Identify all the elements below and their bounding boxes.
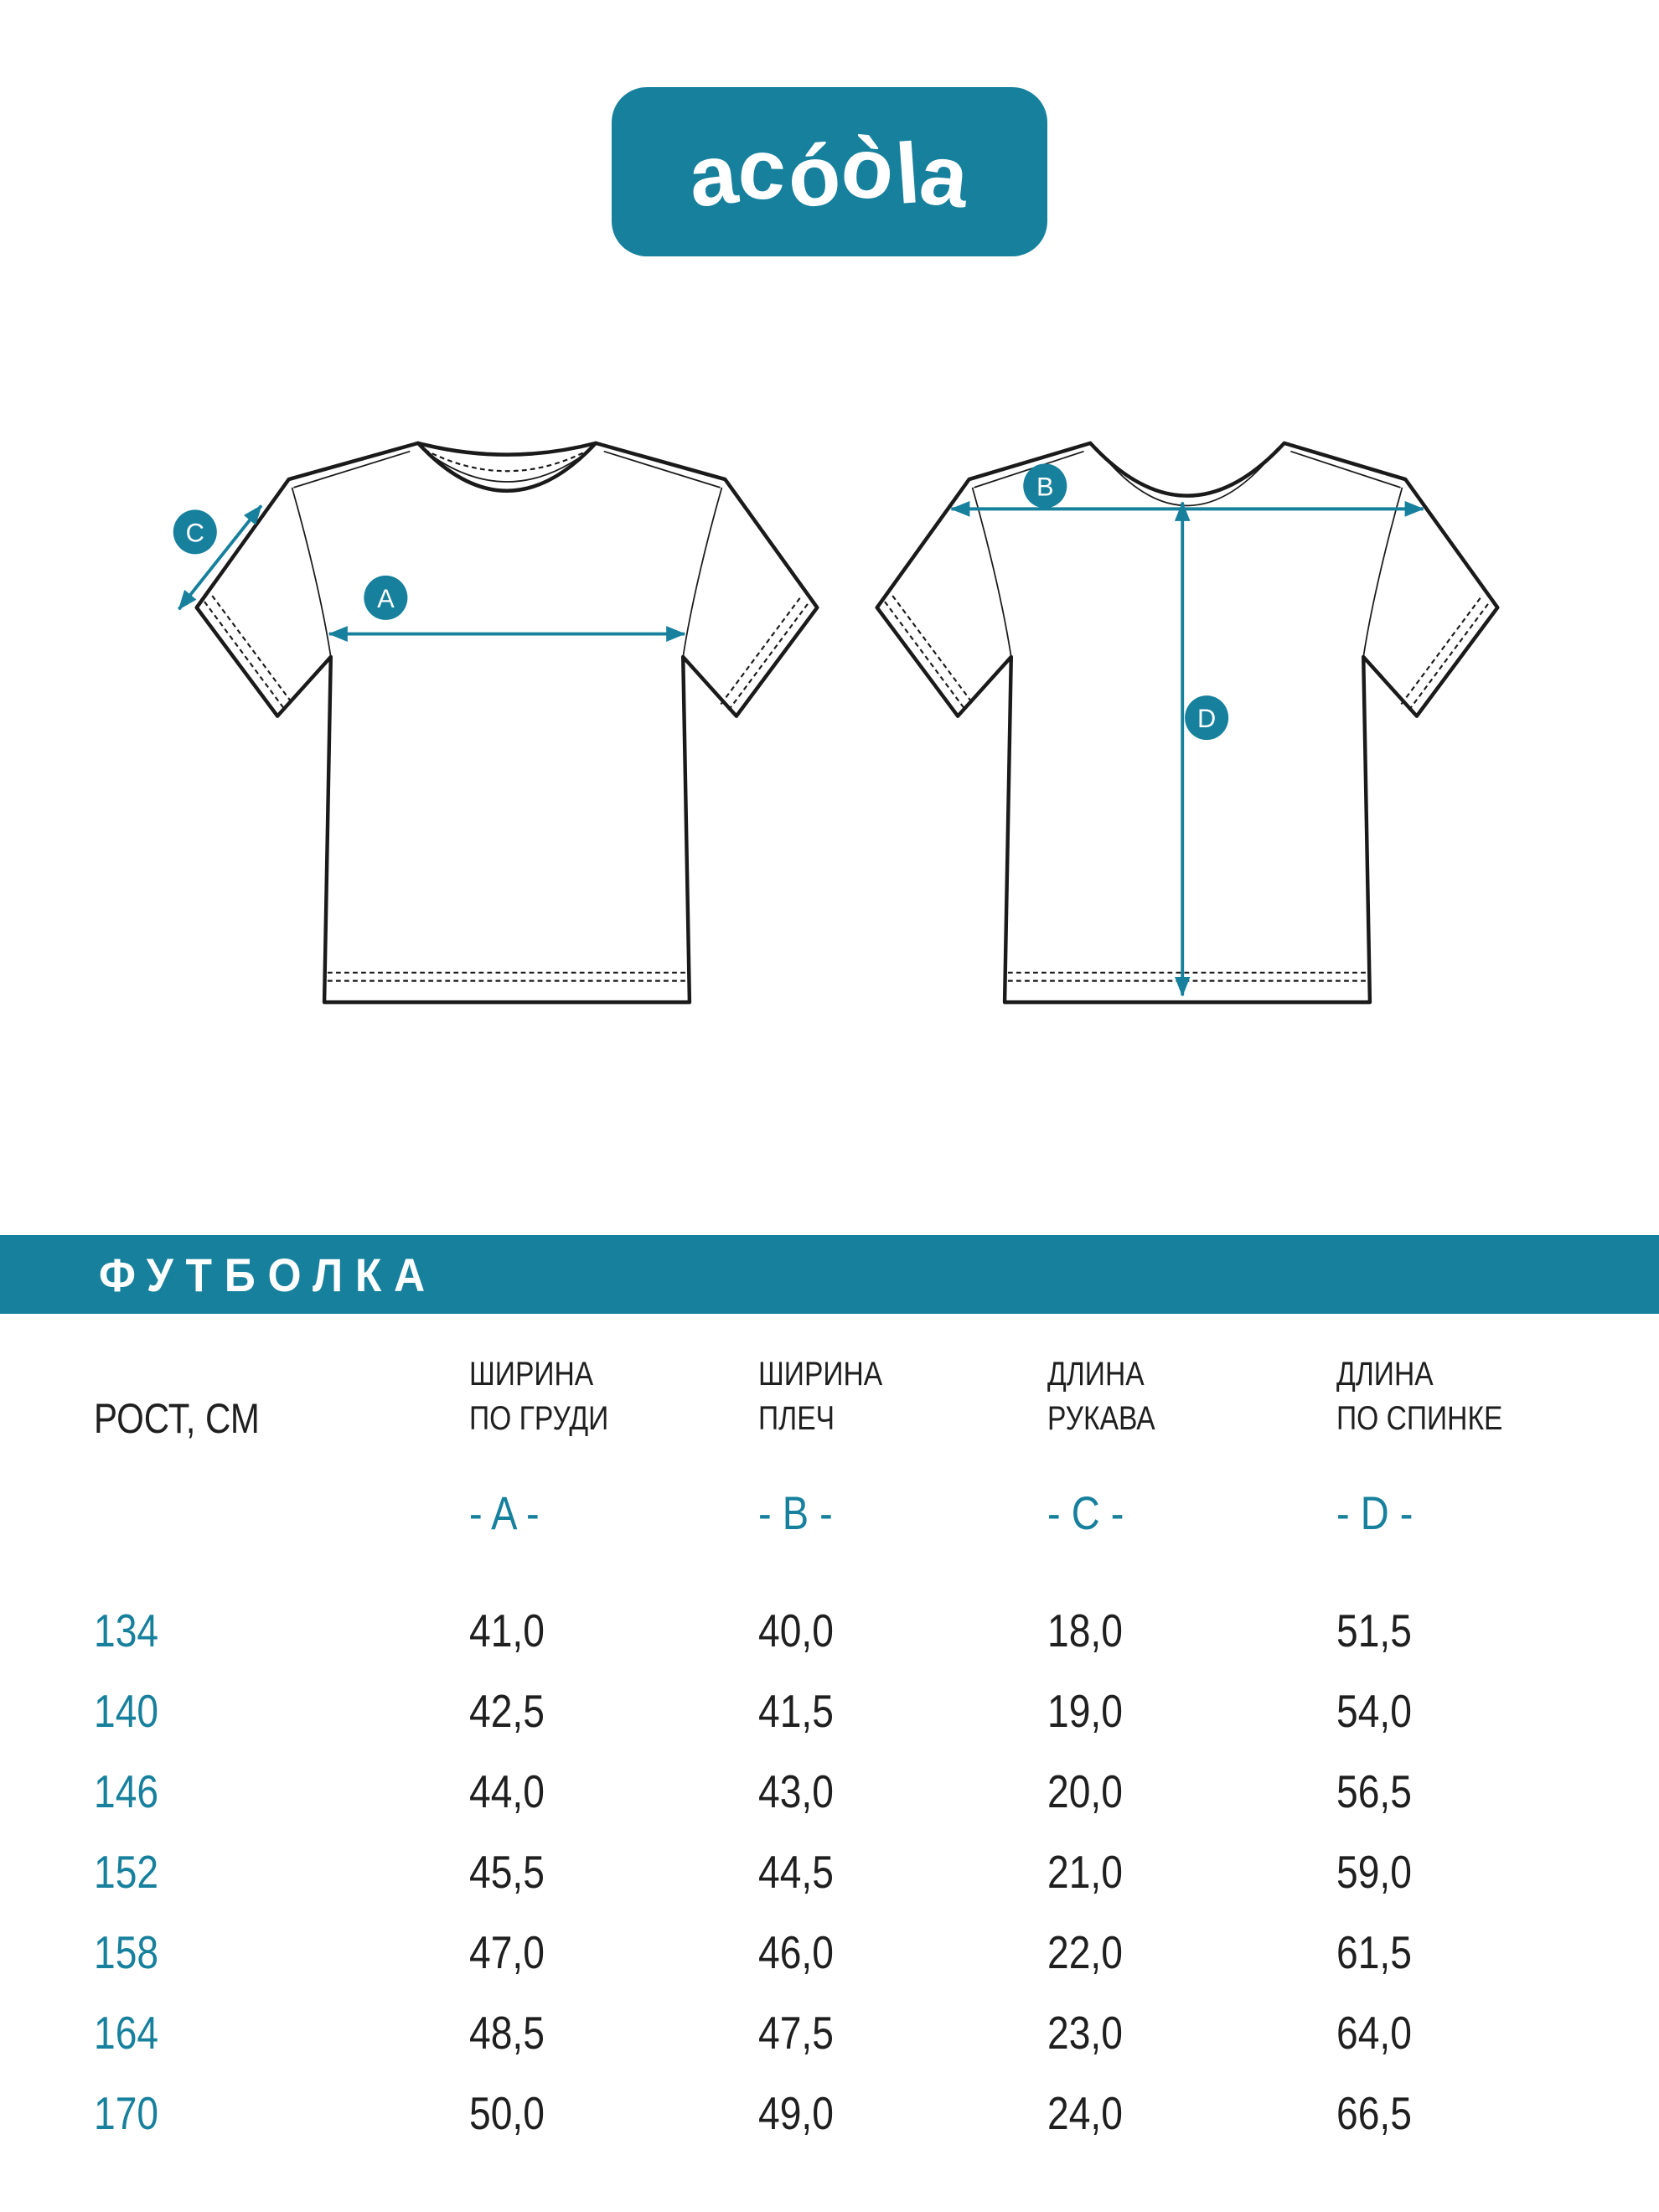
left-sleeve-hem-stitch bbox=[884, 601, 967, 711]
table-row: 140 42,5 41,5 19,0 54,0 bbox=[94, 1671, 1627, 1751]
height-value: 146 bbox=[94, 1765, 159, 1817]
tshirt-front-diagram: A C bbox=[173, 441, 819, 1005]
column-header-sleeve-length: ДЛИНА РУКАВА bbox=[1047, 1356, 1155, 1437]
table-row: 134 41,0 40,0 18,0 51,5 bbox=[94, 1590, 1627, 1671]
left-sleeve-hem-stitch bbox=[211, 595, 294, 705]
sleeve-length-value: 22,0 bbox=[1047, 1926, 1123, 1978]
front-neckline bbox=[416, 441, 598, 493]
sleeve-length-value: 21,0 bbox=[1047, 1846, 1123, 1898]
back-length-value: 51,5 bbox=[1336, 1605, 1412, 1656]
back-length-value: 54,0 bbox=[1336, 1685, 1412, 1737]
table-letter-row: - A - - B - - C - - D - bbox=[94, 1488, 1627, 1538]
section-title: ФУТБОЛКА bbox=[99, 1248, 437, 1301]
tshirt-back-diagram: B D bbox=[875, 441, 1500, 1005]
height-value: 164 bbox=[94, 2007, 159, 2059]
table-row: 152 45,5 44,5 21,0 59,0 bbox=[94, 1832, 1627, 1912]
measure-label-b: B bbox=[1036, 472, 1054, 501]
measure-arrow-sleeve-length bbox=[178, 504, 263, 611]
back-right-shoulder-seam bbox=[1290, 450, 1401, 488]
letter-cell-c: - C - bbox=[1047, 1486, 1124, 1539]
letter-cell-b: - B - bbox=[758, 1486, 833, 1539]
measure-label-d: D bbox=[1197, 704, 1216, 733]
measure-label-b-circle bbox=[1023, 463, 1067, 509]
sleeve-length-value: 23,0 bbox=[1047, 2007, 1123, 2059]
table-row: 164 48,5 47,5 23,0 64,0 bbox=[94, 1992, 1627, 2073]
column-header-back-length: ДЛИНА ПО СПИНКЕ bbox=[1336, 1356, 1503, 1437]
chest-width-value: 42,5 bbox=[469, 1685, 545, 1737]
back-length-value: 56,5 bbox=[1336, 1765, 1412, 1817]
height-value: 170 bbox=[94, 2087, 159, 2139]
chest-width-value: 45,5 bbox=[469, 1846, 545, 1898]
sleeve-length-value: 20,0 bbox=[1047, 1765, 1123, 1817]
shoulder-width-value: 49,0 bbox=[758, 2087, 834, 2139]
shoulder-width-value: 41,5 bbox=[758, 1685, 834, 1737]
height-value: 134 bbox=[94, 1605, 159, 1656]
front-left-shoulder-seam bbox=[293, 450, 411, 488]
table-row: 146 44,0 43,0 20,0 56,5 bbox=[94, 1751, 1627, 1832]
logo-letter: ò bbox=[837, 118, 900, 219]
column-header-shoulder-width: ШИРИНА ПЛЕЧ bbox=[758, 1356, 883, 1437]
sleeve-length-value: 24,0 bbox=[1047, 2087, 1123, 2139]
logo-letter: a bbox=[915, 126, 974, 226]
measure-label-d-circle bbox=[1185, 695, 1229, 741]
height-value: 140 bbox=[94, 1685, 159, 1737]
table-body: 134 41,0 40,0 18,0 51,5 140 42,5 41,5 19… bbox=[94, 1590, 1627, 2153]
table-row: 170 50,0 49,0 24,0 66,5 bbox=[94, 2073, 1627, 2153]
shoulder-width-value: 46,0 bbox=[758, 1926, 834, 1978]
letter-cell-d: - D - bbox=[1336, 1486, 1414, 1539]
shoulder-width-value: 43,0 bbox=[758, 1765, 834, 1817]
column-header-height: РОСТ, СМ bbox=[94, 1395, 260, 1442]
left-sleeve-hem-stitch bbox=[204, 601, 287, 711]
back-length-value: 64,0 bbox=[1336, 2007, 1412, 2059]
height-value: 152 bbox=[94, 1846, 159, 1898]
front-right-shoulder-seam bbox=[603, 450, 721, 488]
right-sleeve-hem-stitch bbox=[1400, 595, 1483, 705]
shoulder-width-value: 44,5 bbox=[758, 1846, 834, 1898]
logo-letter: a bbox=[685, 125, 744, 225]
letter-cell-empty bbox=[94, 1488, 469, 1538]
height-value: 158 bbox=[94, 1926, 159, 1978]
chest-width-value: 48,5 bbox=[469, 2007, 545, 2059]
front-right-armhole-seam bbox=[682, 487, 723, 658]
back-length-value: 66,5 bbox=[1336, 2087, 1412, 2139]
table-header-row: РОСТ, СМ ШИРИНА ПО ГРУДИ ШИРИНА ПЛЕЧ ДЛИ… bbox=[94, 1352, 1627, 1441]
measure-label-c-circle bbox=[173, 509, 217, 555]
collar-stitching bbox=[424, 448, 590, 473]
back-length-value: 59,0 bbox=[1336, 1846, 1412, 1898]
chest-width-value: 47,0 bbox=[469, 1926, 545, 1978]
logo-letter: ó bbox=[783, 126, 846, 226]
chest-width-value: 50,0 bbox=[469, 2087, 545, 2139]
back-length-value: 61,5 bbox=[1336, 1926, 1412, 1978]
section-banner: ФУТБОЛКА bbox=[0, 1235, 1659, 1314]
right-sleeve-hem-stitch bbox=[727, 601, 810, 711]
letter-cell-a: - A - bbox=[469, 1486, 540, 1539]
front-left-armhole-seam bbox=[291, 487, 332, 658]
front-shirt-outline bbox=[194, 441, 819, 1005]
measure-label-a-circle bbox=[364, 575, 408, 620]
chest-width-value: 44,0 bbox=[469, 1765, 545, 1817]
chest-width-value: 41,0 bbox=[469, 1605, 545, 1656]
shoulder-width-value: 40,0 bbox=[758, 1605, 834, 1656]
measure-label-c: C bbox=[186, 518, 204, 547]
right-sleeve-hem-stitch bbox=[1408, 601, 1491, 711]
column-header-chest-width: ШИРИНА ПО ГРУДИ bbox=[469, 1356, 609, 1437]
collar-band-line bbox=[421, 447, 593, 483]
left-sleeve-hem-stitch bbox=[892, 595, 974, 705]
shoulder-width-value: 47,5 bbox=[758, 2007, 834, 2059]
measure-label-a: A bbox=[377, 584, 395, 613]
back-left-shoulder-seam bbox=[974, 450, 1084, 488]
logo-letter: c bbox=[735, 120, 791, 219]
sleeve-length-value: 18,0 bbox=[1047, 1605, 1123, 1656]
table-row: 158 47,0 46,0 22,0 61,5 bbox=[94, 1912, 1627, 1992]
sleeve-length-value: 19,0 bbox=[1047, 1685, 1123, 1737]
right-sleeve-hem-stitch bbox=[720, 595, 803, 705]
